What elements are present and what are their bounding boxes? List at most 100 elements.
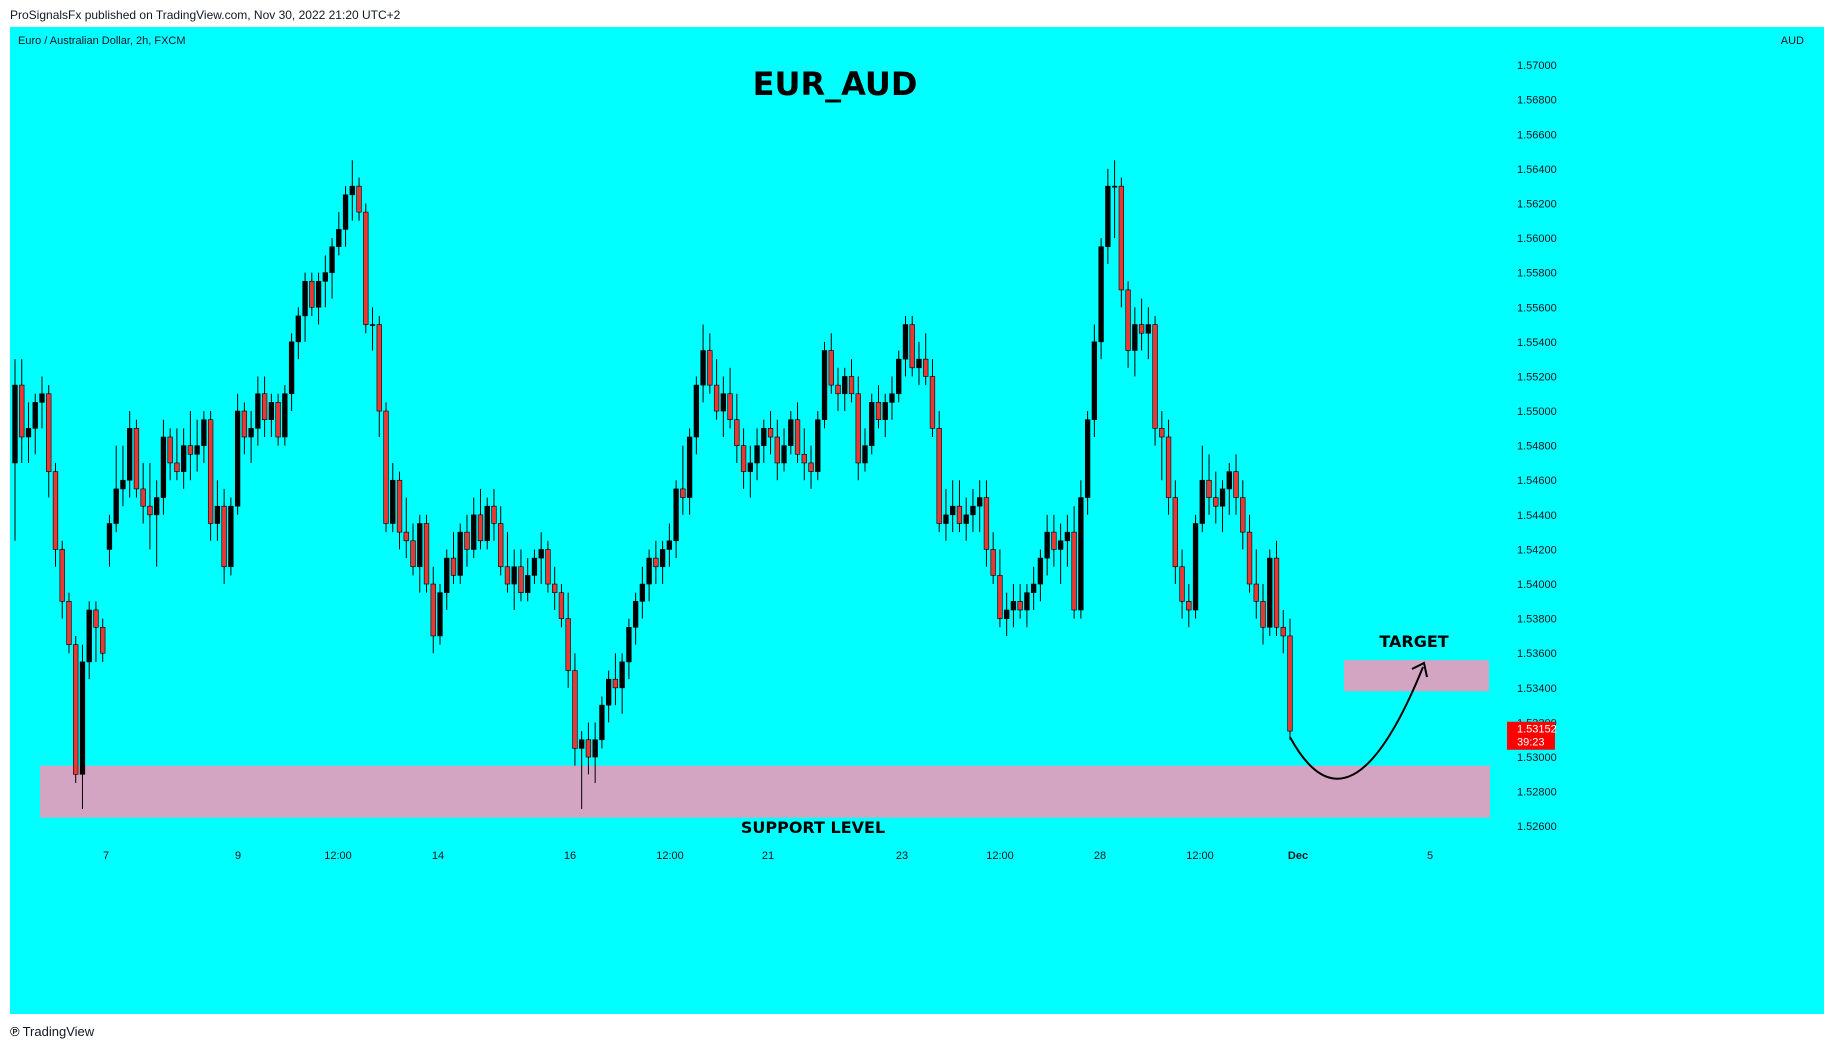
candle-body bbox=[194, 445, 200, 455]
candle-body bbox=[32, 402, 38, 429]
y-tick-label: 1.52600 bbox=[1517, 821, 1557, 833]
candle-body bbox=[66, 601, 72, 645]
candle-body bbox=[444, 557, 450, 593]
candle-body bbox=[1213, 497, 1219, 507]
candle-body bbox=[106, 523, 113, 550]
candle-body bbox=[572, 670, 578, 749]
candle-body bbox=[1219, 488, 1226, 507]
candle-body bbox=[1165, 436, 1172, 498]
candle-body bbox=[1078, 497, 1084, 611]
candle-body bbox=[174, 462, 180, 472]
candle-body bbox=[255, 393, 261, 429]
candle-body bbox=[916, 358, 922, 369]
candle-body bbox=[390, 479, 396, 524]
candle-body bbox=[1098, 246, 1104, 343]
candle-body bbox=[983, 497, 990, 550]
candle-body bbox=[869, 402, 875, 446]
candle-body bbox=[545, 549, 551, 585]
candle-body bbox=[626, 626, 632, 663]
y-tick-label: 1.54400 bbox=[1517, 510, 1557, 522]
candle-body bbox=[761, 428, 767, 446]
candle-body bbox=[201, 419, 207, 446]
candle-body bbox=[828, 350, 834, 386]
candle-body bbox=[464, 531, 470, 550]
symbol-info: Euro / Australian Dollar, 2h, FXCM bbox=[18, 35, 186, 47]
candle-body bbox=[1010, 601, 1017, 611]
candle-body bbox=[1159, 428, 1165, 438]
candle-body bbox=[1111, 185, 1118, 188]
candle-body bbox=[336, 229, 342, 248]
candle-body bbox=[363, 211, 369, 325]
candle-body bbox=[929, 376, 936, 429]
support-zone bbox=[40, 765, 1490, 818]
y-tick-label: 1.52800 bbox=[1517, 787, 1557, 799]
y-tick-label: 1.56800 bbox=[1517, 95, 1557, 107]
candle-body bbox=[207, 419, 214, 524]
y-tick-label: 1.54800 bbox=[1517, 441, 1557, 453]
candle-body bbox=[801, 453, 807, 464]
candle-body bbox=[842, 376, 848, 395]
candle-body bbox=[525, 575, 531, 593]
x-tick-label: 23 bbox=[896, 850, 908, 862]
candle-body bbox=[579, 739, 585, 749]
candle-body bbox=[86, 609, 92, 663]
candle-body bbox=[1030, 583, 1037, 593]
candle-body bbox=[403, 531, 409, 542]
candle-body bbox=[673, 488, 679, 542]
candle-body bbox=[970, 505, 976, 516]
candle-body bbox=[693, 384, 700, 438]
candle-body bbox=[329, 246, 335, 273]
candle-body bbox=[1118, 185, 1125, 291]
candle-body bbox=[909, 324, 915, 369]
candle-body bbox=[1084, 419, 1091, 498]
candle-body bbox=[167, 436, 173, 464]
candle-body bbox=[234, 410, 241, 507]
candle-body bbox=[1246, 531, 1253, 585]
candlestick-chart[interactable]: EUR_AUD SUPPORT LEVEL TARGET 1.57000 1.5680… bbox=[10, 27, 1824, 1014]
y-tick-label: 1.56400 bbox=[1517, 164, 1557, 176]
candle-body bbox=[713, 384, 720, 412]
x-tick-label: 5 bbox=[1427, 850, 1433, 862]
candle-body bbox=[653, 557, 659, 568]
y-tick-label: 1.53800 bbox=[1517, 614, 1557, 626]
candle-body bbox=[896, 358, 902, 395]
candle-body bbox=[808, 462, 814, 472]
candle-body bbox=[1260, 601, 1266, 628]
candle-body bbox=[295, 315, 301, 343]
candle-body bbox=[889, 393, 895, 403]
candle-body bbox=[565, 618, 571, 671]
candle-body bbox=[1091, 341, 1098, 421]
candle-body bbox=[511, 566, 517, 585]
candle-body bbox=[39, 393, 45, 403]
candle-body bbox=[1179, 566, 1185, 602]
last-price-label: 1.53152 bbox=[1517, 724, 1557, 736]
candle-body bbox=[518, 566, 524, 593]
candle-body bbox=[875, 402, 882, 421]
candle-body bbox=[720, 393, 726, 412]
candle-body bbox=[1138, 324, 1145, 334]
candle-body bbox=[288, 341, 295, 395]
candle-body bbox=[774, 436, 780, 464]
candle-body bbox=[160, 436, 167, 498]
candle-body bbox=[605, 678, 612, 706]
arrow-head-icon bbox=[1411, 661, 1428, 678]
candle-body bbox=[484, 505, 490, 542]
target-label: TARGET bbox=[1379, 632, 1448, 651]
candle-body bbox=[646, 557, 652, 585]
candle-body bbox=[1004, 609, 1010, 619]
candle-body bbox=[740, 445, 747, 472]
candle-body bbox=[228, 505, 234, 568]
chart-frame[interactable]: EUR_AUD SUPPORT LEVEL TARGET 1.57000 1.5680… bbox=[10, 27, 1824, 1014]
x-tick-label: 14 bbox=[432, 850, 444, 862]
candle-body bbox=[767, 428, 774, 438]
candle-body bbox=[498, 523, 504, 568]
y-tick-label: 1.55200 bbox=[1517, 371, 1557, 383]
candle-body bbox=[990, 549, 996, 576]
candle-body bbox=[936, 428, 942, 524]
candle-body bbox=[1064, 531, 1071, 542]
candle-body bbox=[1051, 531, 1057, 550]
candle-body bbox=[531, 557, 538, 576]
candle-body bbox=[1287, 635, 1293, 732]
y-tick-label: 1.54200 bbox=[1517, 544, 1557, 556]
publish-header: ProSignalsFx published on TradingView.co… bbox=[10, 8, 401, 22]
